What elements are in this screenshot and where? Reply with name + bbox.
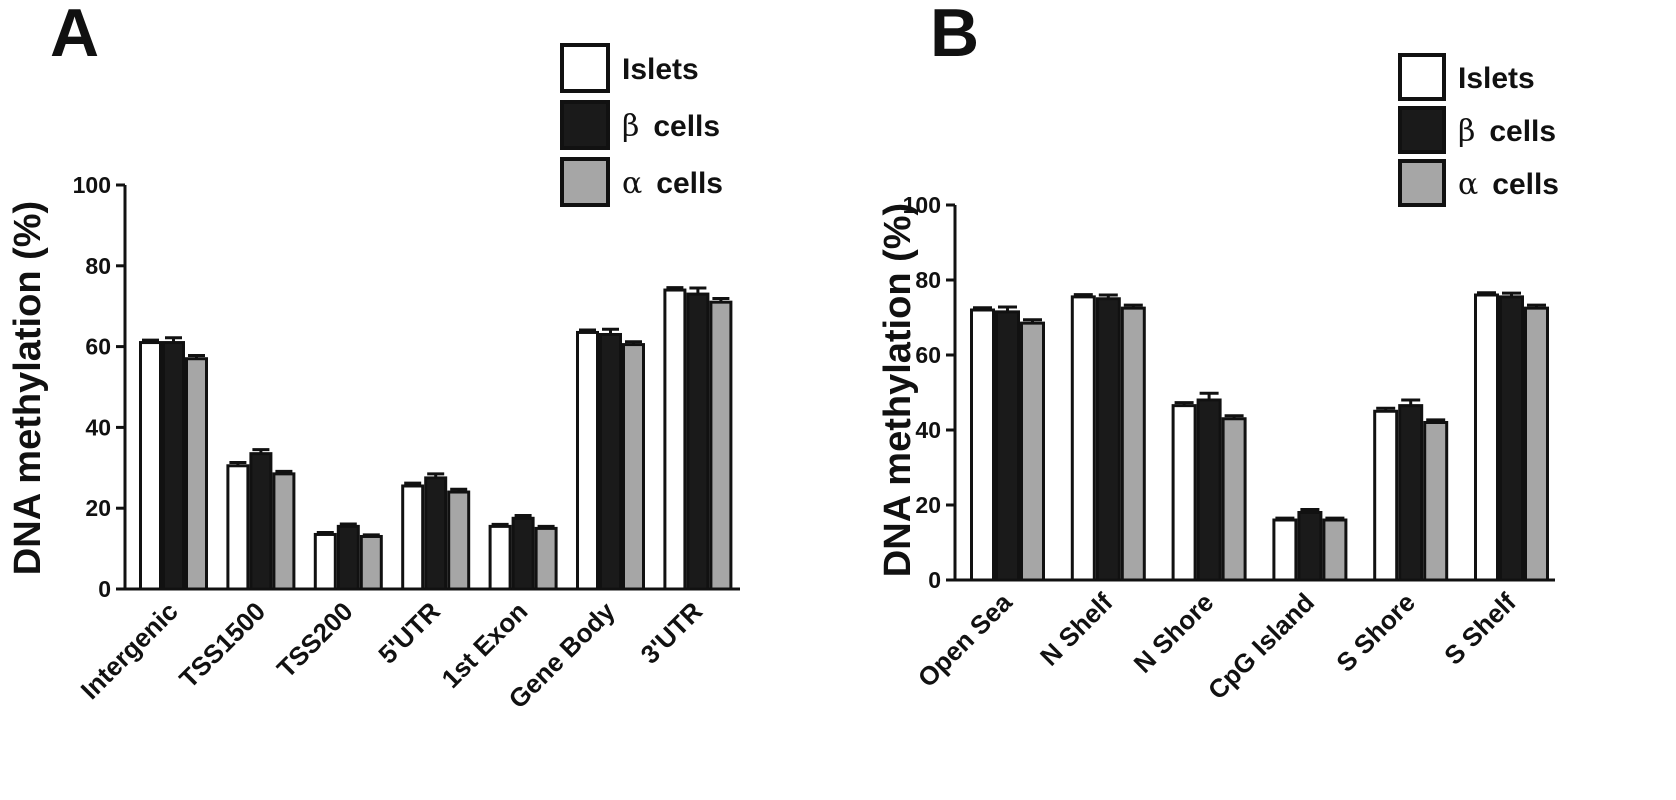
bar (1398, 404, 1424, 582)
bar (1272, 518, 1298, 582)
legend-name: cells (1489, 115, 1556, 148)
x-tick-label: CpG Island (1202, 587, 1320, 705)
bar (995, 310, 1020, 582)
y-axis-label-a: DNA methylation (%) (7, 201, 49, 575)
y-tick-label: 0 (928, 567, 941, 593)
panel-letter-b: B (930, 0, 979, 71)
bar (1474, 293, 1499, 582)
x-tick-label: Open Sea (912, 587, 1018, 693)
y-tick-label: 40 (915, 417, 941, 443)
legend-swatch (560, 100, 610, 150)
y-tick-label: 80 (915, 267, 941, 293)
panel-b: B DNA methylation (%) 0 20 40 60 80 100 Open S… (830, 0, 1676, 800)
legend-swatch (1398, 53, 1446, 101)
bar (1171, 404, 1197, 582)
bar (1499, 295, 1524, 582)
chart-b-svg: B DNA methylation (%) 0 20 40 60 80 100 Open S… (877, 0, 1559, 705)
bar (576, 330, 599, 591)
legend-label: β cells (1458, 114, 1556, 149)
bar (139, 341, 162, 591)
x-tick-label: TSS200 (271, 596, 359, 684)
bar (1120, 306, 1146, 582)
bar (488, 524, 512, 591)
bar (1070, 295, 1096, 582)
legend-name: cells (653, 110, 720, 143)
bar (1020, 321, 1045, 582)
bar (970, 308, 995, 582)
bar (1373, 409, 1399, 582)
bar (663, 288, 687, 591)
legend-symbol: β (622, 109, 639, 144)
y-tick-label: 60 (915, 342, 941, 368)
legend-label: α cells (622, 166, 723, 201)
bar (1524, 306, 1549, 582)
bar (1221, 417, 1247, 582)
bar (226, 464, 250, 591)
x-tick-label: S Shelf (1438, 587, 1522, 671)
bar (313, 532, 337, 591)
legend-label: Islets (622, 53, 699, 86)
bar (709, 300, 733, 591)
legend-name: cells (1492, 168, 1559, 201)
y-tick-label: 20 (915, 492, 941, 518)
bar (336, 524, 360, 591)
bar (185, 357, 208, 591)
legend-symbol: α (622, 166, 642, 201)
x-tick-label: N Shore (1128, 587, 1220, 679)
legend-swatch (560, 43, 610, 93)
y-axis-label-b: DNA methylation (%) (877, 203, 919, 577)
legend-symbol: β (1458, 114, 1475, 149)
legend-label: Islets (1458, 62, 1535, 95)
bar (534, 526, 558, 591)
bar (599, 332, 622, 591)
x-tick-label: Intergenic (75, 596, 184, 705)
x-tick-label: N Shelf (1034, 587, 1119, 672)
x-tick-label: S Shore (1330, 587, 1421, 678)
panel-letter-a: A (50, 0, 99, 71)
y-tick-label: 100 (903, 192, 941, 218)
x-tick-label: TSS1500 (173, 596, 271, 694)
legend-label: β cells (622, 109, 720, 144)
bar (249, 452, 273, 591)
chart-a-svg: A DNA methylation (%) 0 20 40 60 80 100 Interg… (7, 0, 740, 714)
bar (401, 484, 425, 591)
legend-swatch (1398, 159, 1446, 207)
y-tick-label: 0 (98, 576, 111, 602)
legend-symbol: α (1458, 167, 1478, 202)
y-tick-label: 40 (85, 414, 111, 440)
x-tick-label: 3'UTR (635, 596, 709, 670)
y-tick-label: 100 (73, 172, 111, 198)
bar (1196, 398, 1222, 582)
y-tick-label: 80 (85, 253, 111, 279)
bar (162, 341, 185, 591)
bar (1095, 297, 1121, 582)
bar (424, 476, 448, 591)
y-tick-label: 20 (85, 495, 111, 521)
x-tick-label: 5'UTR (372, 596, 446, 670)
bar (359, 534, 383, 591)
legend-label: α cells (1458, 167, 1559, 202)
bar (1322, 518, 1348, 582)
bar (686, 292, 710, 591)
legend-swatch (560, 157, 610, 207)
y-tick-label: 60 (85, 334, 111, 360)
bar (511, 516, 535, 591)
bar (1423, 421, 1449, 582)
legend-name: cells (656, 167, 723, 200)
bar (1297, 511, 1323, 582)
bar (622, 343, 645, 591)
legend-swatch (1398, 106, 1446, 154)
panel-a: A DNA methylation (%) 0 20 40 60 80 100 Interg… (0, 0, 830, 800)
bar (447, 490, 471, 591)
bar (272, 472, 296, 591)
